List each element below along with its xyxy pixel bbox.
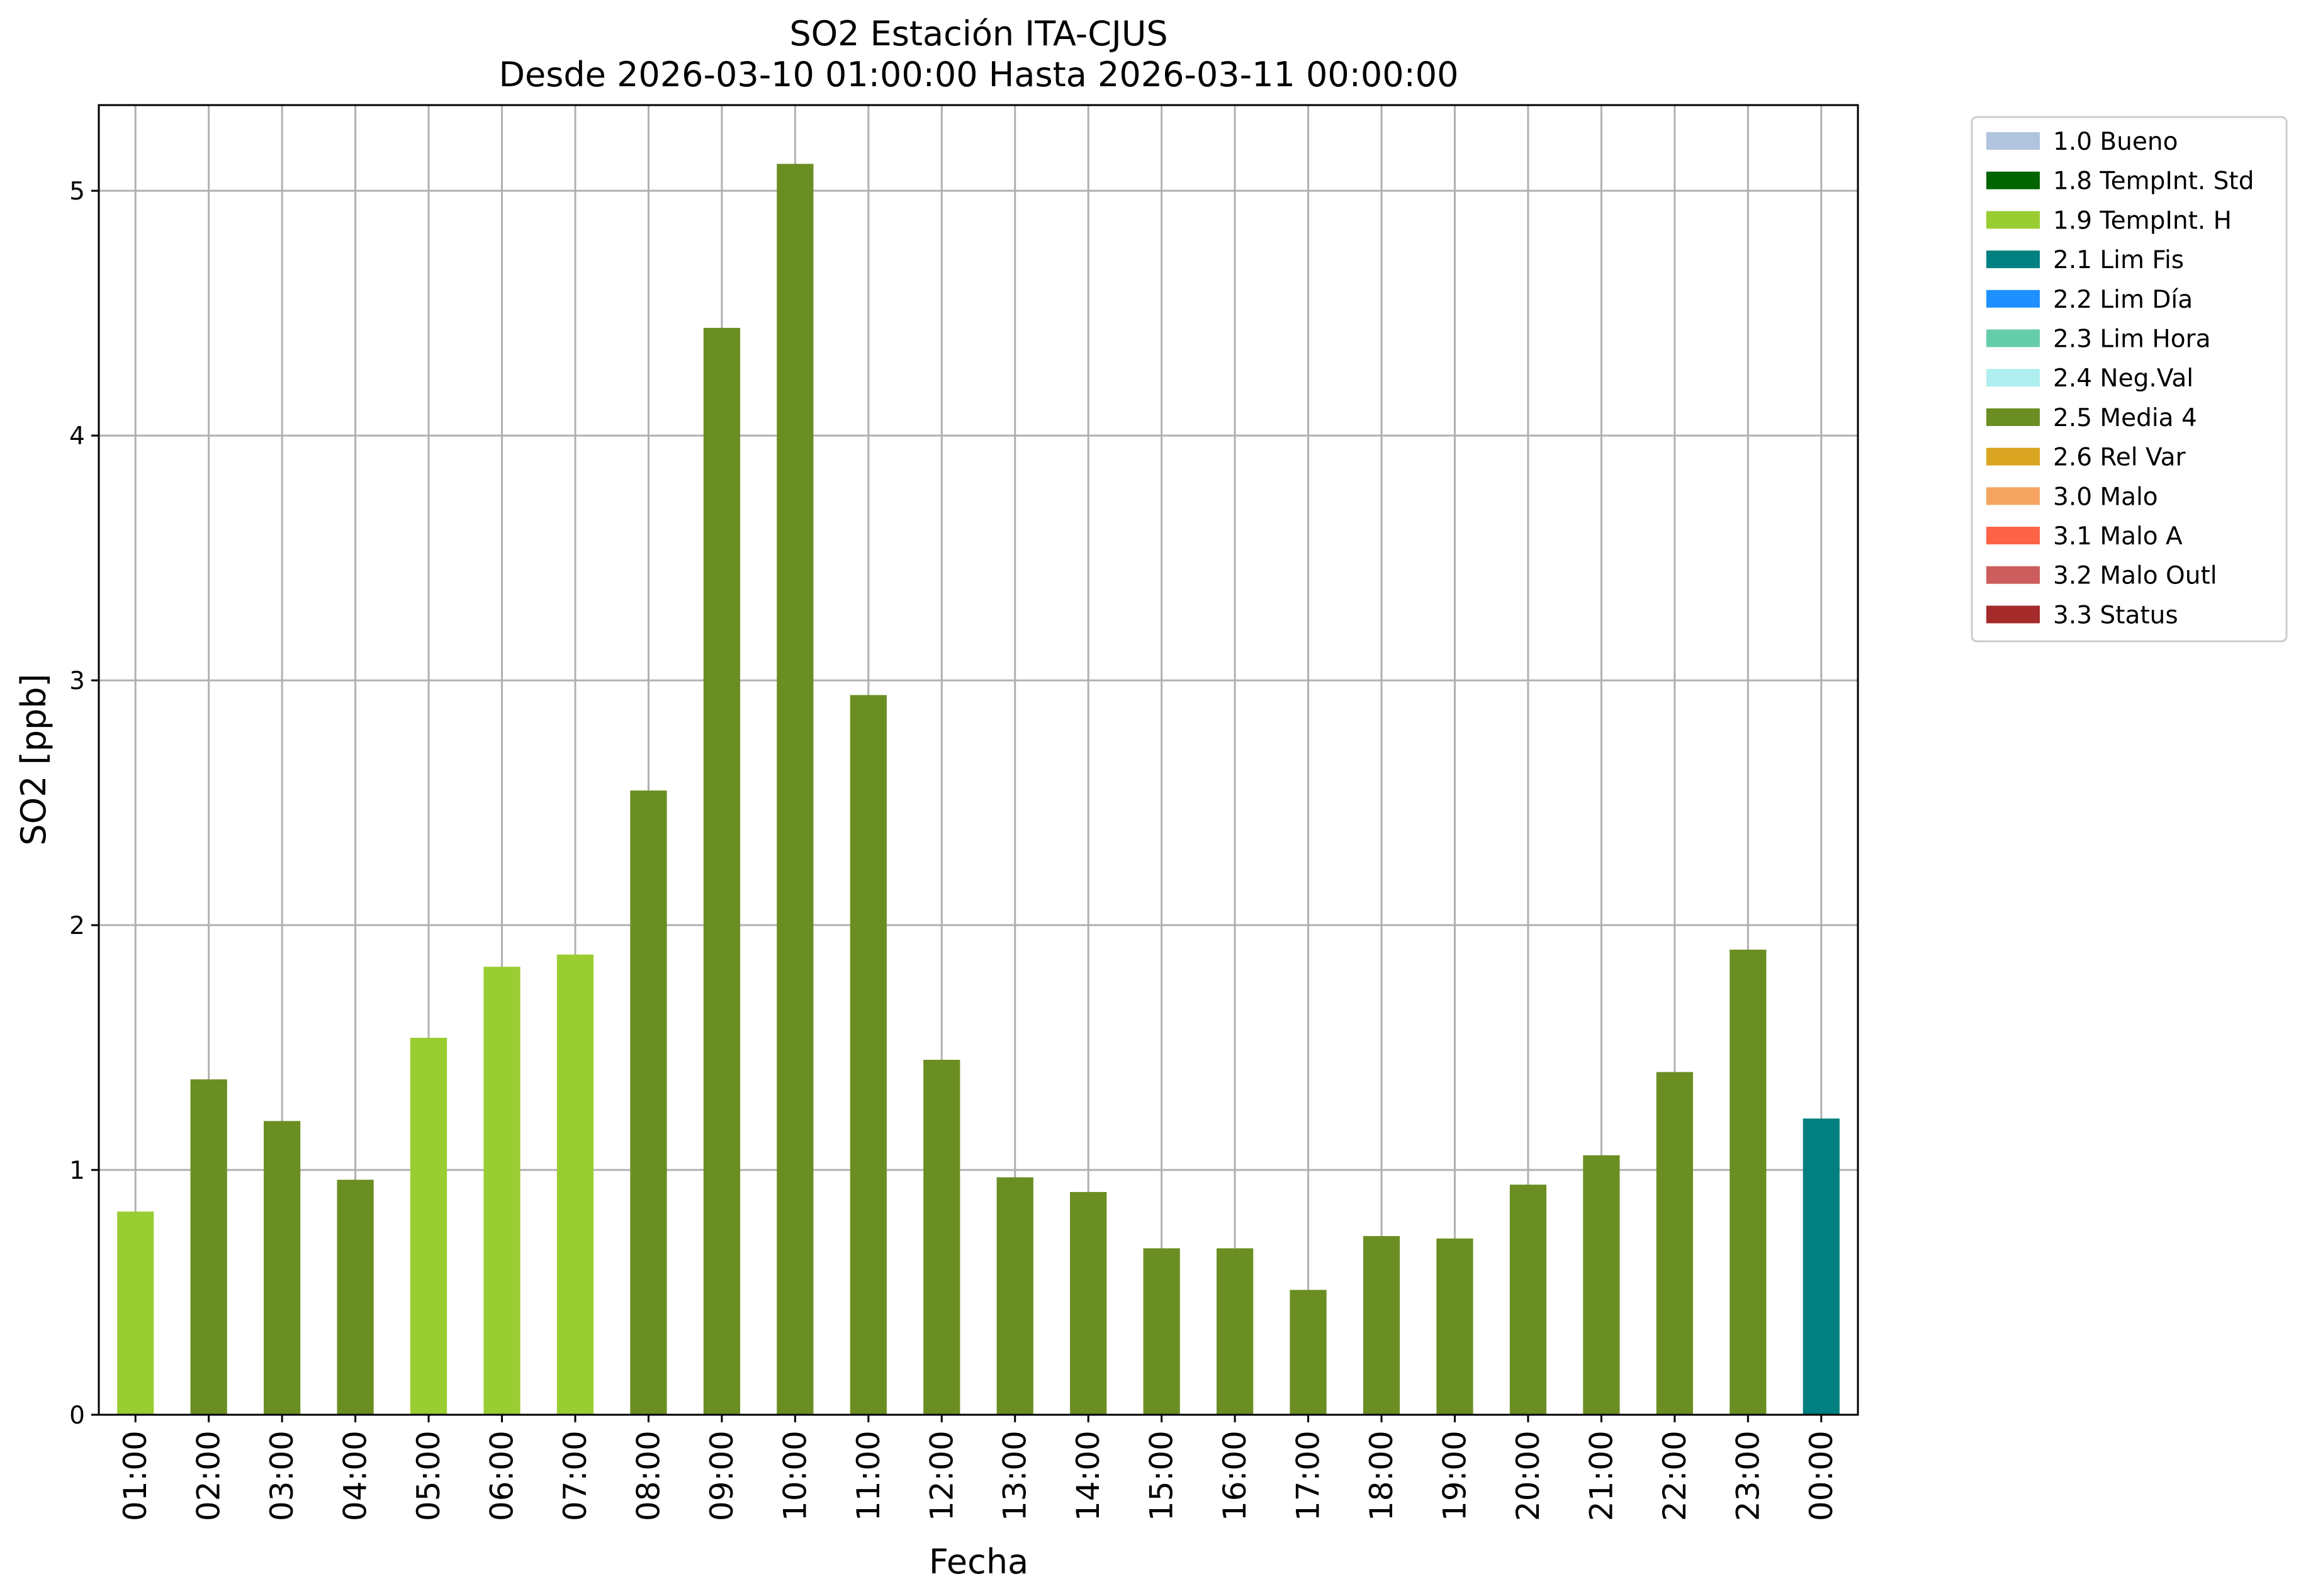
x-tick-label: 07:00 — [557, 1430, 594, 1521]
x-tick-label: 04:00 — [337, 1430, 374, 1521]
x-tick-label: 12:00 — [923, 1430, 960, 1521]
x-tick-label: 16:00 — [1217, 1430, 1253, 1521]
bar — [1363, 1236, 1400, 1415]
legend-label: 2.2 Lim Día — [2053, 286, 2193, 314]
legend-swatch — [1986, 447, 2040, 466]
legend-swatch — [1986, 369, 2040, 387]
chart-title-group: SO2 Estación ITA-CJUS Desde 2026-03-10 0… — [498, 14, 1458, 94]
x-tick-label: 06:00 — [484, 1430, 520, 1521]
x-tick-label: 15:00 — [1144, 1430, 1180, 1521]
bar — [264, 1121, 301, 1415]
legend-label: 1.0 Bueno — [2053, 128, 2178, 156]
bar — [1436, 1238, 1473, 1415]
legend-swatch — [1986, 250, 2040, 269]
legend-label: 1.9 TempInt. H — [2053, 206, 2232, 235]
bar — [1216, 1248, 1254, 1415]
x-axis-ticks: 01:00 02:00 03:00 04:00 05:00 06:00 07:00 08:00… — [117, 1415, 1840, 1521]
x-tick-label: 18:00 — [1363, 1430, 1400, 1521]
bar — [850, 695, 887, 1415]
bar — [1730, 949, 1767, 1415]
legend-label: 3.2 Malo Outl — [2053, 562, 2217, 590]
y-axis-ticks: 0 1 2 3 4 5 — [69, 177, 99, 1430]
bars-layer — [117, 164, 1840, 1415]
x-axis-label: Fecha — [929, 1542, 1028, 1582]
y-tick-label: 3 — [69, 667, 85, 695]
bar — [1803, 1118, 1840, 1415]
legend-label: 2.5 Media 4 — [2053, 404, 2197, 432]
bar — [1070, 1192, 1107, 1415]
bar — [1656, 1072, 1693, 1415]
legend-items: 1.0 Bueno 1.8 TempInt. Std 1.9 TempInt. H 2… — [1986, 128, 2254, 629]
legend-label: 3.3 Status — [2053, 601, 2178, 629]
bar — [1143, 1248, 1180, 1415]
legend-swatch — [1986, 605, 2040, 624]
bar — [1290, 1290, 1327, 1415]
bar — [483, 967, 520, 1415]
x-tick-label: 14:00 — [1070, 1430, 1106, 1521]
x-tick-label: 10:00 — [777, 1430, 813, 1521]
legend-swatch — [1986, 132, 2040, 150]
bar — [630, 790, 667, 1415]
bar — [556, 954, 594, 1415]
legend-label: 2.3 Lim Hora — [2053, 325, 2211, 354]
legend-frame — [1971, 116, 2288, 643]
legend-swatch — [1986, 329, 2040, 347]
y-tick-label: 4 — [69, 422, 85, 451]
x-tick-label: 05:00 — [410, 1430, 447, 1521]
y-tick-label: 2 — [69, 912, 85, 940]
plot-frame — [98, 104, 1859, 1416]
bar — [190, 1079, 227, 1415]
legend-swatch — [1986, 527, 2040, 544]
x-tick-label: 21:00 — [1583, 1430, 1619, 1521]
bar — [996, 1177, 1033, 1415]
legend-label: 3.1 Malo A — [2053, 522, 2183, 551]
x-tick-label: 08:00 — [630, 1430, 667, 1521]
y-tick-label: 1 — [69, 1157, 85, 1185]
legend-swatch — [1986, 408, 2040, 426]
bar — [117, 1211, 154, 1415]
legend-swatch — [1986, 211, 2040, 229]
x-tick-label: 23:00 — [1730, 1430, 1766, 1521]
legend-swatch — [1986, 566, 2040, 584]
bar — [703, 327, 741, 1415]
x-tick-label: 02:00 — [191, 1430, 227, 1521]
x-tick-label: 22:00 — [1657, 1430, 1693, 1521]
y-tick-label: 0 — [69, 1402, 85, 1430]
x-tick-label: 19:00 — [1436, 1430, 1473, 1521]
bar — [923, 1059, 960, 1415]
x-tick-label: 09:00 — [704, 1430, 740, 1521]
bar — [410, 1037, 447, 1415]
x-tick-label: 17:00 — [1290, 1430, 1327, 1521]
x-tick-label: 03:00 — [264, 1430, 300, 1521]
legend-swatch — [1986, 487, 2040, 505]
y-axis-label: SO2 [ppb] — [14, 673, 53, 845]
chart-subtitle: Desde 2026-03-10 01:00:00 Hasta 2026-03-… — [498, 55, 1458, 94]
bar — [777, 164, 814, 1415]
bar — [337, 1179, 374, 1415]
legend-label: 2.1 Lim Fis — [2053, 246, 2184, 274]
legend-label: 2.4 Neg.Val — [2053, 364, 2193, 393]
x-tick-label: 01:00 — [117, 1430, 154, 1521]
x-tick-label: 20:00 — [1510, 1430, 1546, 1521]
x-tick-label: 11:00 — [850, 1430, 887, 1521]
bar — [1509, 1184, 1547, 1415]
chart-title: SO2 Estación ITA-CJUS — [789, 14, 1167, 53]
bar — [1583, 1155, 1620, 1415]
legend-swatch — [1986, 171, 2040, 189]
y-tick-label: 5 — [69, 177, 85, 206]
x-tick-label: 13:00 — [997, 1430, 1033, 1521]
legend-label: 3.0 Malo — [2053, 483, 2158, 511]
legend: 1.0 Bueno 1.8 TempInt. Std 1.9 TempInt. H 2… — [1971, 116, 2288, 643]
legend-label: 1.8 TempInt. Std — [2053, 167, 2254, 196]
legend-swatch — [1986, 289, 2040, 308]
legend-label: 2.6 Rel Var — [2053, 444, 2186, 472]
x-tick-label: 00:00 — [1803, 1430, 1840, 1521]
